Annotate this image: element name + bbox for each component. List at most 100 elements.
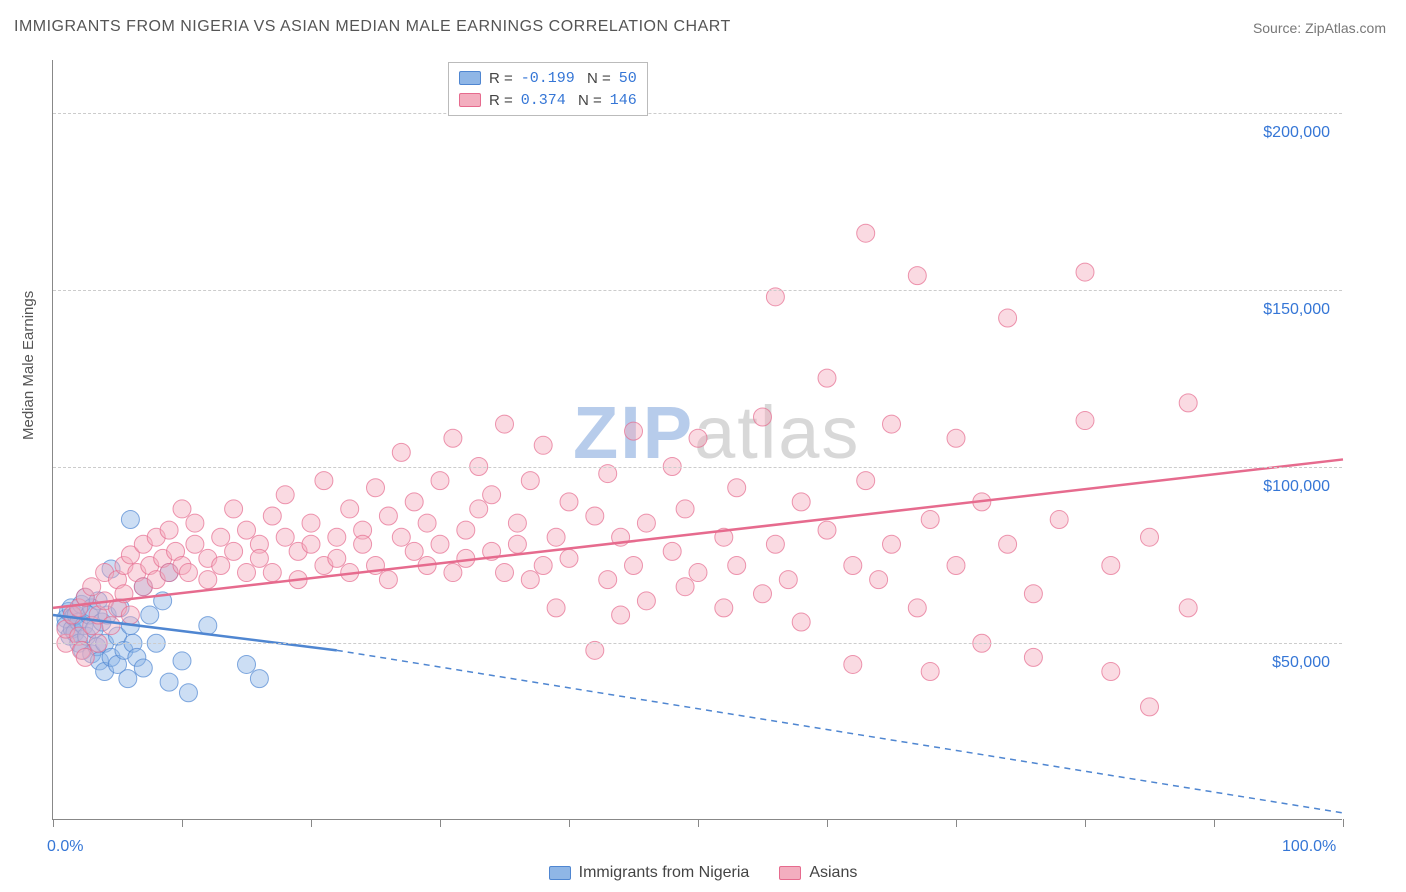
data-point bbox=[496, 564, 514, 582]
data-point bbox=[508, 514, 526, 532]
data-point bbox=[76, 648, 94, 666]
data-point bbox=[263, 507, 281, 525]
data-point bbox=[302, 535, 320, 553]
xtick bbox=[1214, 819, 1215, 827]
legend-row-asians: R = 0.374 N = 146 bbox=[459, 89, 637, 111]
data-point bbox=[431, 472, 449, 490]
data-point bbox=[179, 564, 197, 582]
data-point bbox=[625, 422, 643, 440]
legend-item-asians: Asians bbox=[779, 864, 857, 882]
data-point bbox=[560, 549, 578, 567]
data-point bbox=[328, 549, 346, 567]
data-point bbox=[883, 415, 901, 433]
data-point bbox=[676, 500, 694, 518]
data-point bbox=[302, 514, 320, 532]
legend-n-nigeria: 50 bbox=[619, 70, 637, 87]
data-point bbox=[225, 500, 243, 518]
data-point bbox=[238, 655, 256, 673]
data-point bbox=[921, 511, 939, 529]
legend-r-label: R = bbox=[489, 70, 513, 87]
data-point bbox=[367, 479, 385, 497]
data-point bbox=[521, 472, 539, 490]
data-point bbox=[792, 493, 810, 511]
legend-n-label: N = bbox=[574, 92, 602, 109]
data-point bbox=[263, 564, 281, 582]
data-point bbox=[689, 429, 707, 447]
data-point bbox=[444, 564, 462, 582]
data-point bbox=[199, 571, 217, 589]
series-legend: Immigrants from Nigeria Asians bbox=[0, 864, 1406, 882]
data-point bbox=[999, 535, 1017, 553]
data-point bbox=[766, 535, 784, 553]
xtick bbox=[53, 819, 54, 827]
legend-r-asians: 0.374 bbox=[521, 92, 566, 109]
xtick-label-min: 0.0% bbox=[47, 838, 83, 856]
data-point bbox=[870, 571, 888, 589]
data-point bbox=[1076, 412, 1094, 430]
legend-item-nigeria: Immigrants from Nigeria bbox=[549, 864, 750, 882]
data-point bbox=[83, 578, 101, 596]
data-point bbox=[547, 528, 565, 546]
data-point bbox=[483, 486, 501, 504]
data-point bbox=[444, 429, 462, 447]
ytick-label: $50,000 bbox=[1272, 654, 1330, 672]
data-point bbox=[160, 521, 178, 539]
data-point bbox=[250, 549, 268, 567]
data-point bbox=[173, 652, 191, 670]
data-point bbox=[844, 556, 862, 574]
data-point bbox=[947, 429, 965, 447]
data-point bbox=[238, 564, 256, 582]
gridline bbox=[53, 643, 1342, 644]
xtick bbox=[1343, 819, 1344, 827]
data-point bbox=[818, 521, 836, 539]
data-point bbox=[379, 571, 397, 589]
data-point bbox=[857, 472, 875, 490]
data-point bbox=[134, 659, 152, 677]
legend-swatch-nigeria bbox=[459, 71, 481, 85]
data-point bbox=[160, 673, 178, 691]
legend-bottom-swatch-nigeria bbox=[549, 866, 571, 880]
data-point bbox=[792, 613, 810, 631]
legend-bottom-swatch-asians bbox=[779, 866, 801, 880]
data-point bbox=[521, 571, 539, 589]
data-point bbox=[908, 267, 926, 285]
data-point bbox=[625, 556, 643, 574]
legend-swatch-asians bbox=[459, 93, 481, 107]
data-point bbox=[1024, 585, 1042, 603]
xtick bbox=[698, 819, 699, 827]
legend-r-nigeria: -0.199 bbox=[521, 70, 575, 87]
data-point bbox=[250, 670, 268, 688]
xtick bbox=[827, 819, 828, 827]
legend-bottom-label-nigeria: Immigrants from Nigeria bbox=[579, 864, 750, 882]
data-point bbox=[999, 309, 1017, 327]
data-point bbox=[354, 535, 372, 553]
data-point bbox=[728, 479, 746, 497]
data-point bbox=[1102, 556, 1120, 574]
data-point bbox=[1050, 511, 1068, 529]
data-point bbox=[560, 493, 578, 511]
data-point bbox=[418, 514, 436, 532]
data-point bbox=[1024, 648, 1042, 666]
data-point bbox=[212, 528, 230, 546]
data-point bbox=[728, 556, 746, 574]
correlation-legend: R = -0.199 N = 50 R = 0.374 N = 146 bbox=[448, 62, 648, 116]
legend-n-label: N = bbox=[583, 70, 611, 87]
data-point bbox=[121, 606, 139, 624]
y-axis-label: Median Male Earnings bbox=[20, 291, 37, 440]
gridline bbox=[53, 467, 1342, 468]
data-point bbox=[405, 542, 423, 560]
data-point bbox=[715, 599, 733, 617]
data-point bbox=[121, 511, 139, 529]
ytick-label: $100,000 bbox=[1263, 478, 1330, 496]
data-point bbox=[119, 670, 137, 688]
data-point bbox=[179, 684, 197, 702]
data-point bbox=[921, 663, 939, 681]
data-point bbox=[857, 224, 875, 242]
legend-n-asians: 146 bbox=[610, 92, 637, 109]
legend-row-nigeria: R = -0.199 N = 50 bbox=[459, 67, 637, 89]
data-point bbox=[1076, 263, 1094, 281]
data-point bbox=[102, 617, 120, 635]
data-point bbox=[1141, 528, 1159, 546]
data-point bbox=[470, 500, 488, 518]
trend-line-extension bbox=[337, 650, 1343, 813]
